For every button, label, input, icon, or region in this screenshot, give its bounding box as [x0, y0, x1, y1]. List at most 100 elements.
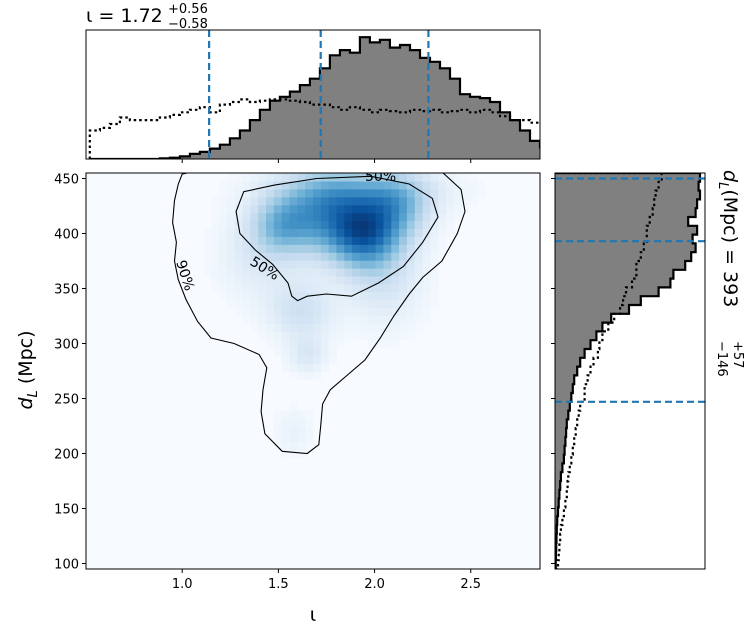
- density-cell: [219, 204, 228, 214]
- density-cell: [297, 228, 306, 237]
- density-cell: [281, 418, 291, 428]
- density-cell: [242, 315, 251, 325]
- density-cell: [258, 180, 267, 190]
- density-cell: [367, 252, 377, 261]
- density-cell: [289, 252, 298, 261]
- density-cell: [266, 307, 275, 317]
- density-cell: [234, 236, 244, 245]
- density-cell: [305, 331, 314, 340]
- density-cell: [344, 260, 353, 269]
- x-tick-label: 2.0: [364, 577, 385, 592]
- density-cell: [328, 220, 338, 230]
- density-cell: [242, 173, 251, 182]
- y-axis-ticks: 100 150 200 250 300 350 400 450: [54, 173, 86, 573]
- iota-summary-plus: +0.56: [168, 2, 208, 17]
- density-cell: [430, 220, 439, 230]
- density-cell: [313, 188, 322, 198]
- distance-summary-symbol: d: [719, 170, 741, 183]
- density-cell: [266, 173, 275, 182]
- density-cell: [367, 339, 377, 348]
- density-cell: [367, 291, 377, 301]
- density-cell: [406, 307, 416, 317]
- density-cell: [406, 275, 416, 285]
- density-cell: [226, 252, 236, 261]
- density-cell: [375, 307, 385, 317]
- density-cell: [297, 339, 306, 348]
- density-cell: [399, 323, 408, 332]
- density-cell: [305, 299, 314, 309]
- density-cell: [344, 268, 353, 277]
- density-cell: [281, 442, 291, 451]
- density-cell: [266, 331, 275, 340]
- density-cell: [446, 180, 455, 190]
- density-cell: [313, 244, 322, 253]
- density-cell: [203, 268, 212, 277]
- density-cell: [203, 260, 212, 269]
- density-cell: [352, 275, 361, 285]
- density-cell: [211, 283, 220, 293]
- density-cell: [258, 268, 267, 277]
- density-cell: [438, 173, 447, 182]
- density-cell: [446, 204, 455, 214]
- y-tick-label: 400: [54, 228, 79, 243]
- density-cell: [367, 244, 377, 253]
- density-cell: [234, 275, 244, 285]
- density-heatmap: [203, 173, 486, 459]
- density-cell: [234, 173, 244, 182]
- density-cell: [391, 331, 400, 340]
- density-cell: [281, 268, 291, 277]
- density-cell: [219, 196, 228, 206]
- density-cell: [273, 220, 283, 230]
- density-cell: [422, 315, 432, 325]
- density-cell: [203, 236, 212, 245]
- density-cell: [320, 275, 330, 285]
- density-cell: [211, 196, 220, 206]
- density-cell: [406, 283, 416, 293]
- density-cell: [250, 275, 259, 285]
- density-cell: [258, 299, 267, 309]
- density-cell: [406, 299, 416, 309]
- density-cell: [242, 252, 251, 261]
- density-cell: [328, 196, 338, 206]
- density-cell: [406, 188, 416, 198]
- density-cell: [234, 188, 244, 198]
- density-cell: [383, 236, 392, 245]
- density-cell: [305, 180, 314, 190]
- density-cell: [305, 196, 314, 206]
- density-cell: [414, 220, 424, 230]
- density-cell: [383, 275, 392, 285]
- density-cell: [219, 228, 228, 237]
- density-cell: [273, 426, 283, 435]
- density-cell: [367, 212, 377, 222]
- density-cell: [438, 228, 447, 237]
- density-cell: [383, 260, 392, 269]
- distance-summary-subscript: L: [715, 182, 730, 189]
- density-cell: [422, 180, 432, 190]
- density-cell: [336, 228, 345, 237]
- density-cell: [328, 212, 338, 222]
- density-cell: [266, 260, 275, 269]
- density-cell: [226, 173, 236, 182]
- density-cell: [375, 228, 385, 237]
- density-cell: [289, 426, 298, 435]
- density-cell: [328, 347, 338, 356]
- density-cell: [258, 204, 267, 214]
- density-cell: [320, 212, 330, 222]
- density-cell: [281, 283, 291, 293]
- density-cell: [328, 180, 338, 190]
- density-cell: [461, 173, 471, 182]
- density-cell: [414, 236, 424, 245]
- density-cell: [399, 291, 408, 301]
- density-cell: [414, 212, 424, 222]
- density-cell: [242, 307, 251, 317]
- density-cell: [367, 323, 377, 332]
- density-cell: [281, 339, 291, 348]
- density-cell: [414, 291, 424, 301]
- density-cell: [219, 252, 228, 261]
- density-cell: [281, 188, 291, 198]
- density-cell: [305, 275, 314, 285]
- density-cell: [391, 275, 400, 285]
- density-cell: [297, 180, 306, 190]
- density-cell: [273, 275, 283, 285]
- density-cell: [344, 275, 353, 285]
